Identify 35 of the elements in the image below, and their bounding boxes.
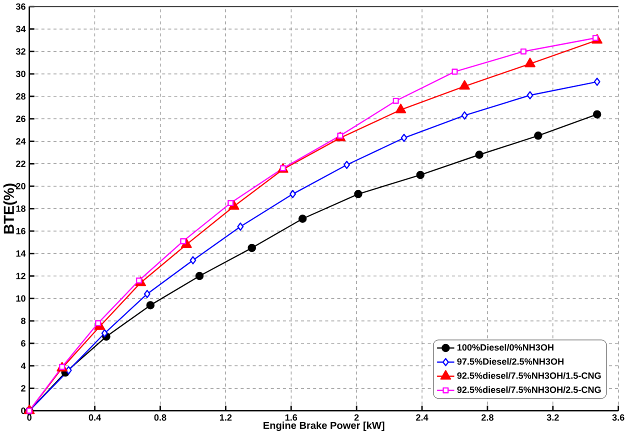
y-tick-label: 6 xyxy=(21,340,26,346)
y-tick-label: 30 xyxy=(16,70,26,77)
y-tick-label: 36 xyxy=(16,3,26,10)
x-tick-label: 1.2 xyxy=(220,414,232,420)
x-tick-label: 0 xyxy=(27,414,32,421)
y-tick-label: 2 xyxy=(21,384,26,392)
x-tick-label: 0.8 xyxy=(154,414,166,421)
y-tick-label: 16 xyxy=(16,228,26,234)
y-tick-label: 4 xyxy=(20,362,26,369)
legend-label: 92.5%diesel/7.5%NH3OH/2.5-CNG xyxy=(457,386,601,393)
x-tick-label: 2 xyxy=(354,414,359,420)
y-tick-label: 12 xyxy=(16,272,26,279)
x-tick-label: 1.6 xyxy=(285,414,298,421)
x-tick-label: 2.4 xyxy=(416,414,428,420)
x-tick-label: 3.6 xyxy=(612,414,624,421)
legend-label: 92.5%diesel/7.5%NH3OH/1.5-CNG xyxy=(457,372,601,379)
x-axis-title: Engine Brake Power [kW] xyxy=(264,421,384,431)
x-tick-label: 3.2 xyxy=(546,414,559,421)
y-tick-label: 20 xyxy=(16,182,26,190)
y-tick-label: 34 xyxy=(16,26,26,32)
y-tick-label: 28 xyxy=(16,92,26,100)
y-tick-label: 18 xyxy=(16,205,26,212)
y-tick-label: 22 xyxy=(16,160,26,167)
y-tick-label: 24 xyxy=(16,138,26,144)
y-tick-label: 32 xyxy=(16,48,26,54)
y-tick-label: 8 xyxy=(21,318,26,324)
y-axis-title: BTE(%) xyxy=(3,183,17,234)
legend-label: 97.5%Diesel/2.5%NH3OH xyxy=(457,358,564,365)
x-tick-label: 2.8 xyxy=(481,414,494,421)
y-tick-label: 10 xyxy=(16,295,26,302)
legend-label: 100%Diesel/0%NH3OH xyxy=(457,344,554,351)
y-tick-label: 26 xyxy=(16,115,26,122)
x-tick-label: 0.4 xyxy=(88,414,102,421)
y-tick-label: 0 xyxy=(21,407,26,414)
y-tick-label: 14 xyxy=(16,250,26,256)
